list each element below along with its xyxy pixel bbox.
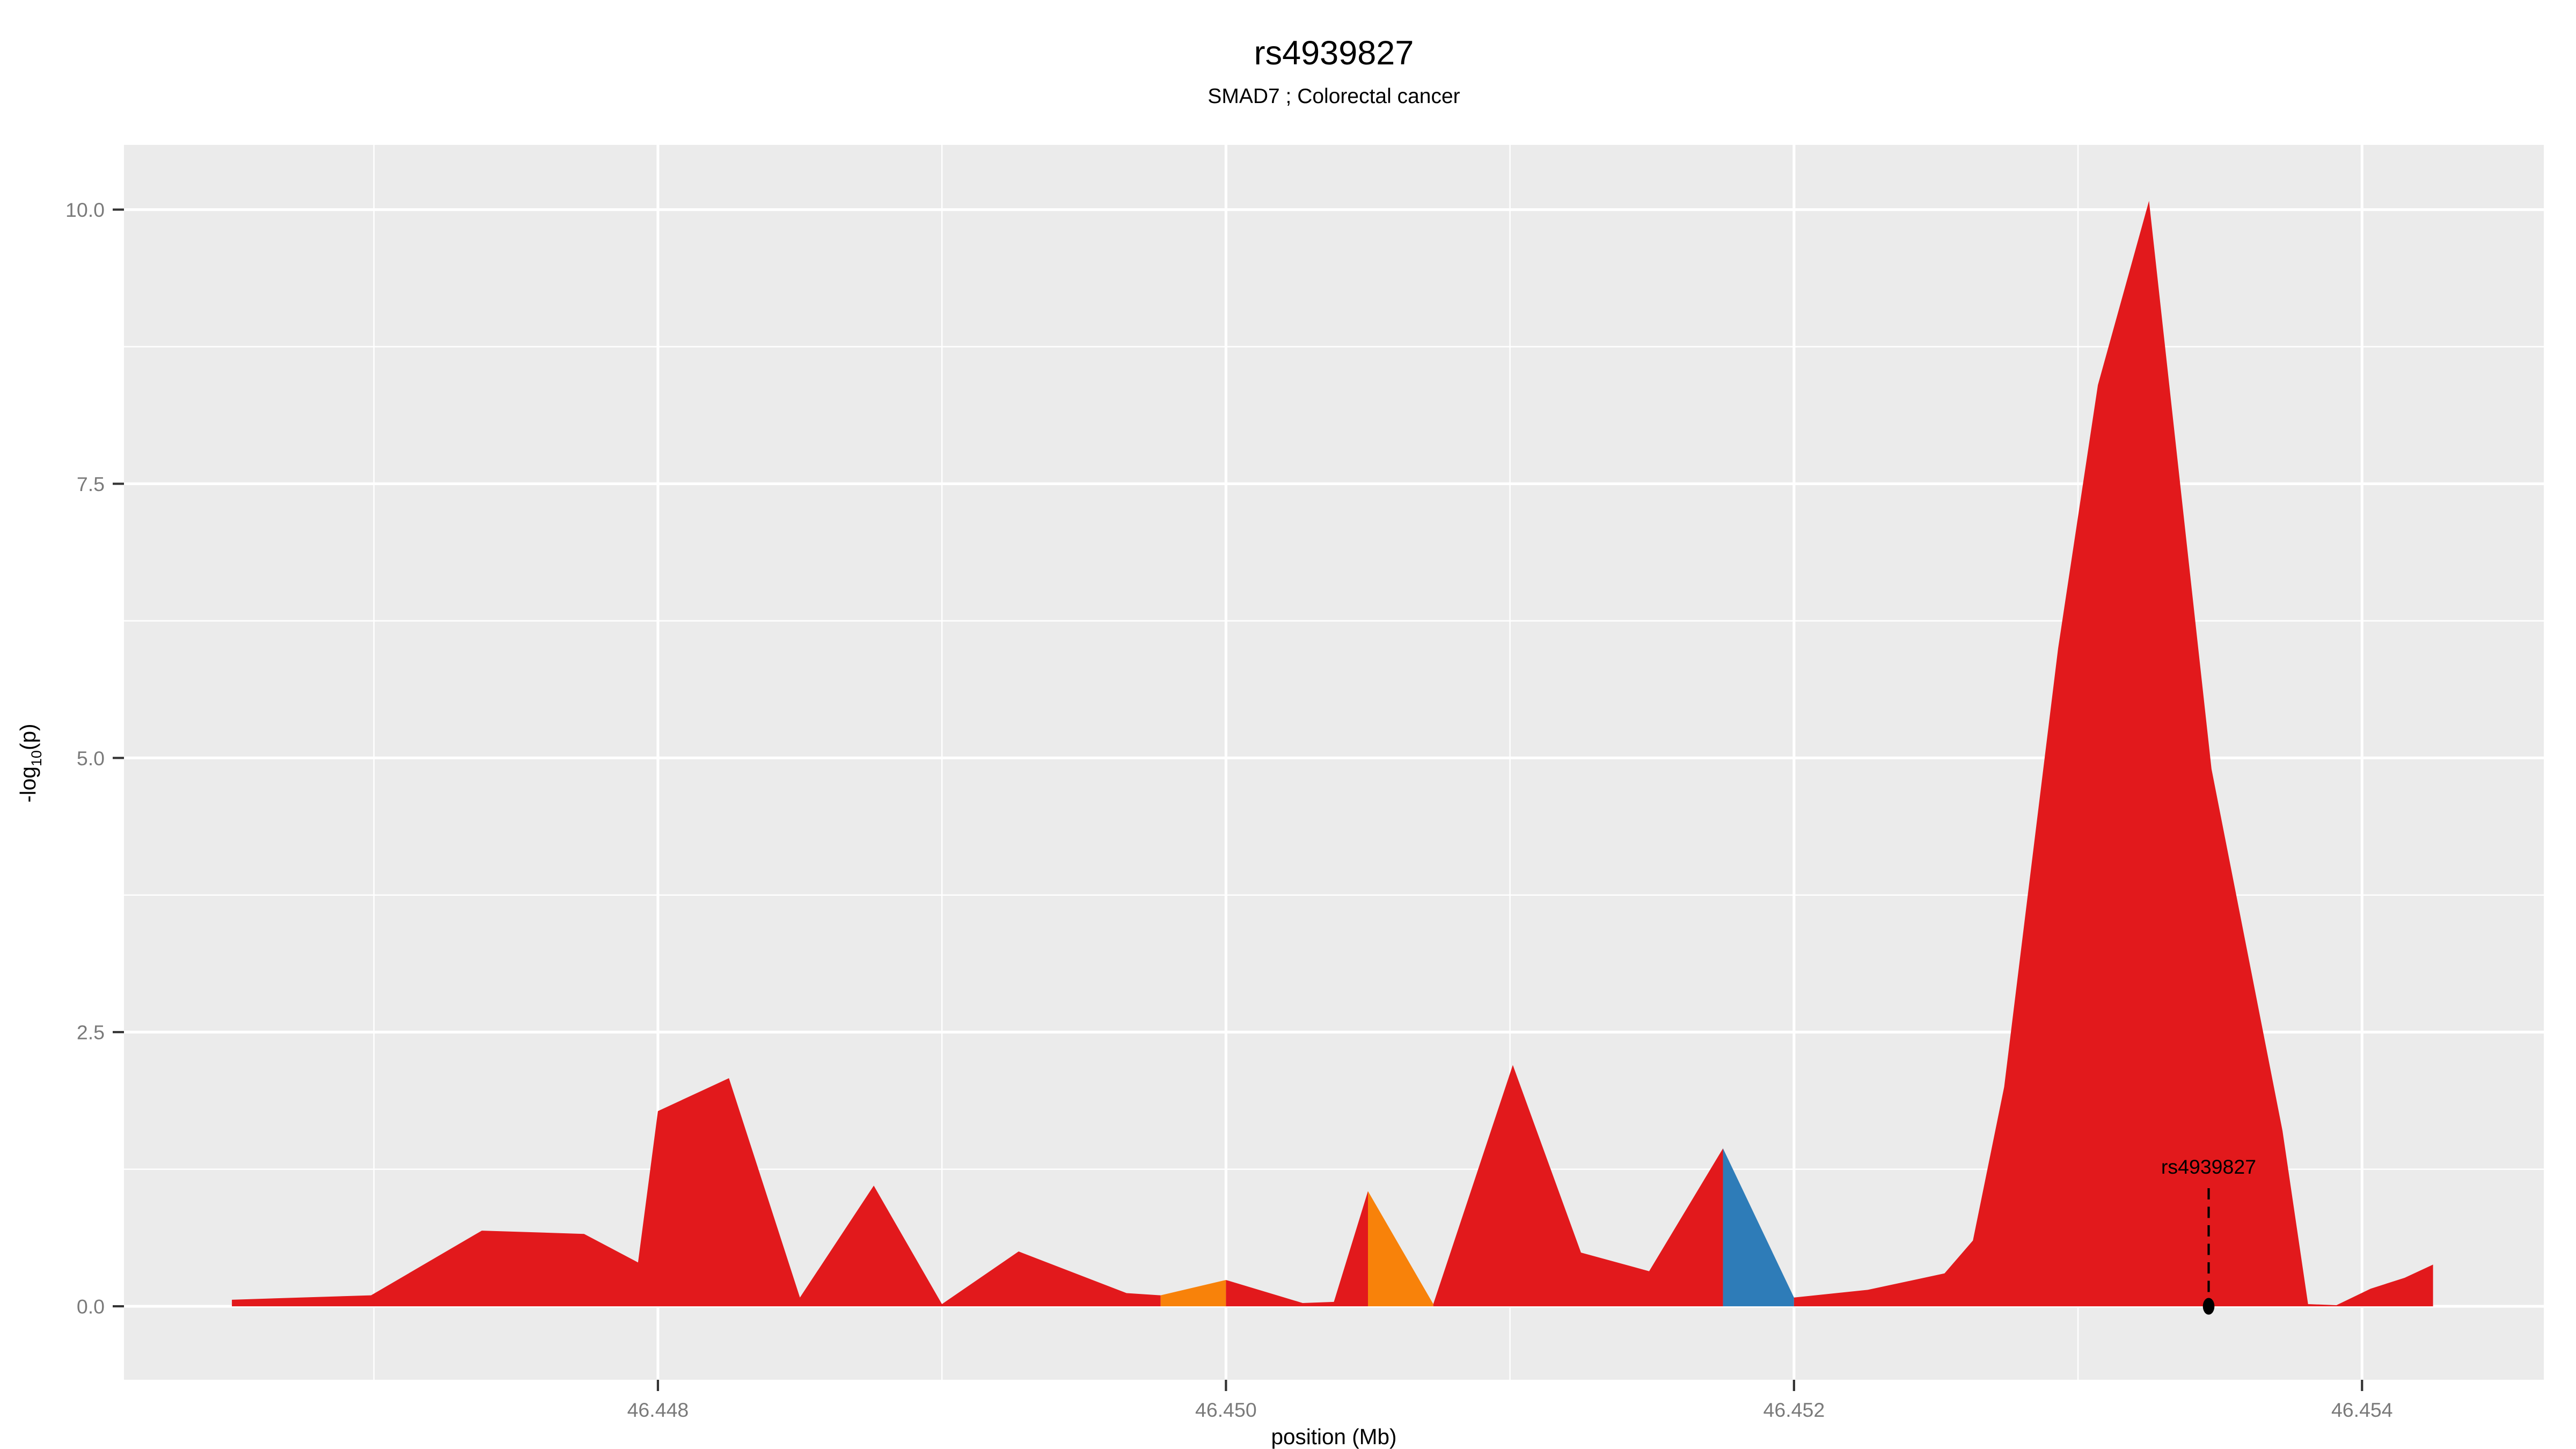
y-tick-label: 7.5 xyxy=(77,473,105,495)
area-segment-red xyxy=(1794,201,2433,1307)
area-segment-orange xyxy=(1160,1280,1226,1307)
area-segment-red xyxy=(1433,1065,1723,1307)
area-segment-blue xyxy=(1723,1148,1794,1307)
chart-title: rs4939827 xyxy=(1254,35,1414,72)
snp-annotation-label: rs4939827 xyxy=(2161,1156,2257,1179)
y-tick-label: 2.5 xyxy=(77,1021,105,1044)
area-segment-orange xyxy=(1368,1191,1433,1307)
annotation-point-marker xyxy=(2202,1298,2215,1315)
area-segment-red xyxy=(232,1078,1161,1307)
x-tick-label: 46.450 xyxy=(1195,1399,1257,1421)
x-tick-label: 46.454 xyxy=(2331,1399,2393,1421)
area-segment-red xyxy=(1226,1191,1368,1307)
y-tick-label: 5.0 xyxy=(77,747,105,770)
x-axis-title: position (Mb) xyxy=(1271,1425,1397,1449)
y-tick-label: 0.0 xyxy=(77,1296,105,1318)
y-tick-label: 10.0 xyxy=(65,199,105,221)
chart-subtitle: SMAD7 ; Colorectal cancer xyxy=(1208,84,1460,108)
x-tick-label: 46.452 xyxy=(1763,1399,1825,1421)
y-axis-title: -log10(p) xyxy=(16,723,45,803)
x-tick-label: 46.448 xyxy=(627,1399,689,1421)
